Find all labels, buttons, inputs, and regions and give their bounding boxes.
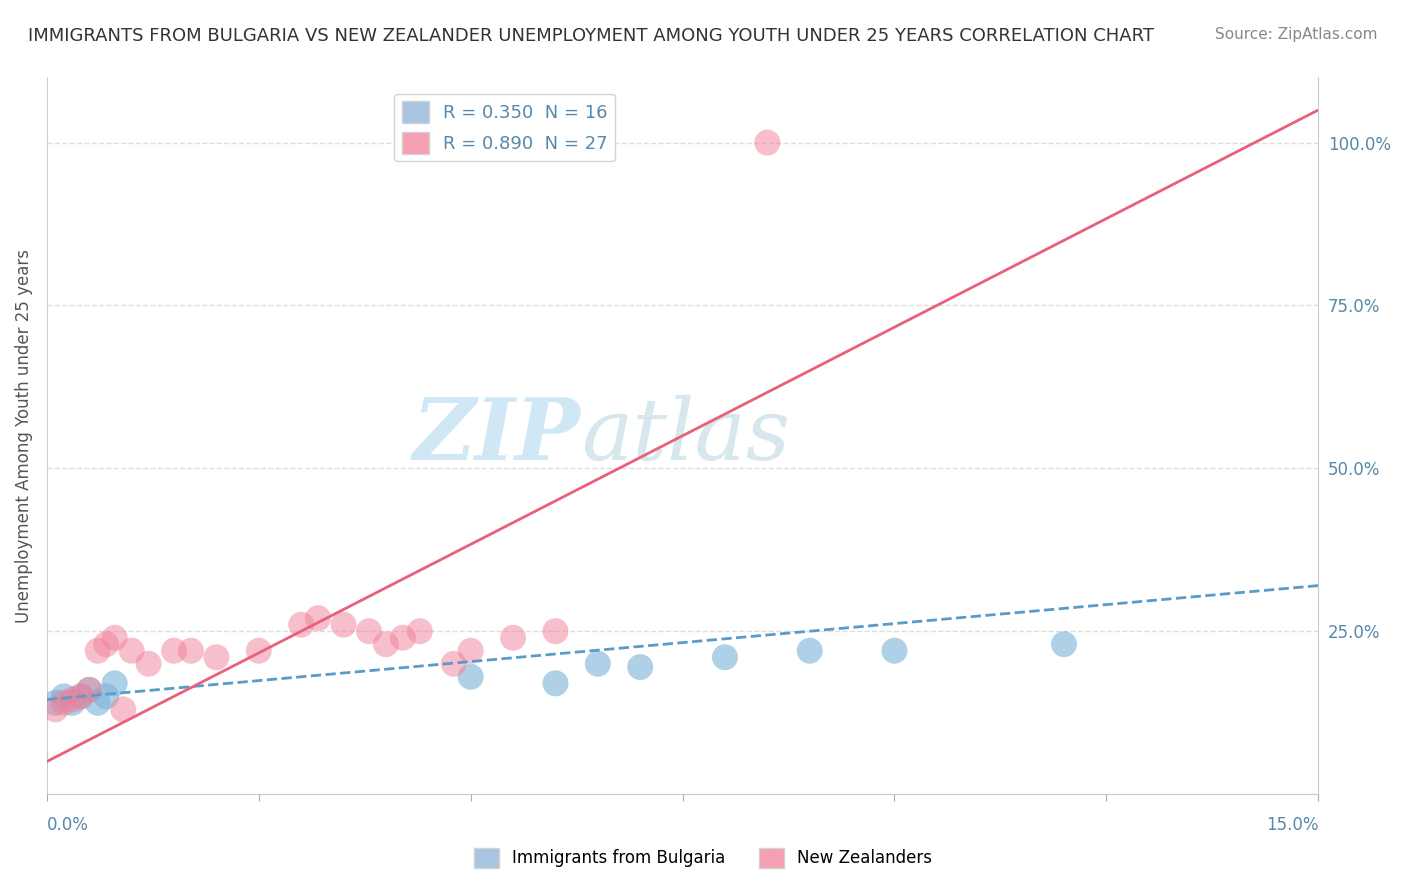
Point: [87, 644, 110, 658]
Point: [77, 682, 100, 697]
Point: [443, 657, 465, 671]
Legend: Immigrants from Bulgaria, New Zealanders: Immigrants from Bulgaria, New Zealanders: [467, 841, 939, 875]
Point: [138, 657, 160, 671]
Text: 15.0%: 15.0%: [1265, 816, 1319, 834]
Point: [104, 676, 127, 690]
Point: [247, 644, 270, 658]
Legend: R = 0.350  N = 16, R = 0.890  N = 27: R = 0.350 N = 16, R = 0.890 N = 27: [394, 94, 614, 161]
Text: atlas: atlas: [581, 394, 790, 477]
Point: [52, 690, 75, 704]
Point: [357, 624, 380, 639]
Point: [332, 617, 354, 632]
Point: [392, 631, 415, 645]
Text: 0.0%: 0.0%: [46, 816, 89, 834]
Point: [409, 624, 432, 639]
Point: [60, 692, 83, 706]
Point: [112, 702, 135, 716]
Point: [307, 611, 329, 625]
Point: [756, 136, 779, 150]
Point: [44, 702, 66, 716]
Point: [883, 644, 905, 658]
Point: [121, 644, 143, 658]
Point: [714, 650, 737, 665]
Point: [52, 696, 75, 710]
Point: [460, 670, 482, 684]
Point: [87, 696, 110, 710]
Point: [628, 660, 651, 674]
Point: [205, 650, 228, 665]
Point: [1053, 637, 1076, 651]
Point: [799, 644, 821, 658]
Text: ZIP: ZIP: [413, 394, 581, 477]
Point: [460, 644, 482, 658]
Point: [60, 696, 83, 710]
Point: [290, 617, 312, 632]
Point: [544, 624, 567, 639]
Y-axis label: Unemployment Among Youth under 25 years: Unemployment Among Youth under 25 years: [15, 249, 32, 623]
Point: [69, 690, 91, 704]
Point: [586, 657, 609, 671]
Point: [104, 631, 127, 645]
Point: [96, 637, 118, 651]
Point: [44, 696, 66, 710]
Point: [77, 682, 100, 697]
Point: [502, 631, 524, 645]
Text: IMMIGRANTS FROM BULGARIA VS NEW ZEALANDER UNEMPLOYMENT AMONG YOUTH UNDER 25 YEAR: IMMIGRANTS FROM BULGARIA VS NEW ZEALANDE…: [28, 27, 1154, 45]
Point: [96, 690, 118, 704]
Point: [180, 644, 202, 658]
Point: [69, 690, 91, 704]
Point: [374, 637, 396, 651]
Point: [544, 676, 567, 690]
Point: [163, 644, 186, 658]
Text: Source: ZipAtlas.com: Source: ZipAtlas.com: [1215, 27, 1378, 42]
